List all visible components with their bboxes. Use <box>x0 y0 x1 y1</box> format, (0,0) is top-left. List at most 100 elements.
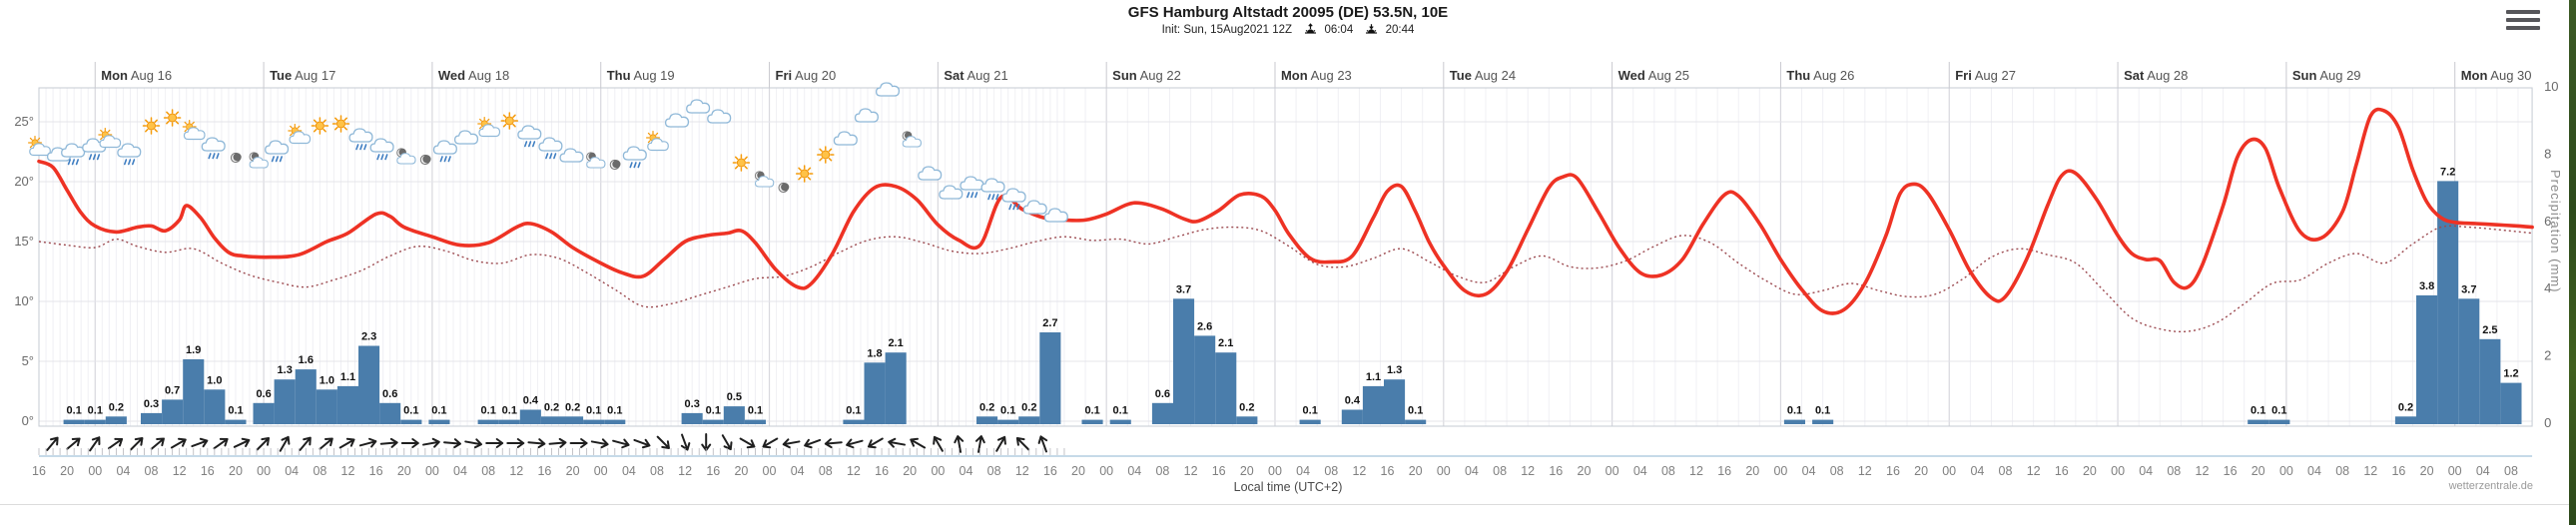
hour-tick-label: 08 <box>1999 464 2013 478</box>
temp-tick-label: 5° <box>22 353 34 368</box>
precip-tick-label: 10 <box>2544 79 2558 94</box>
precip-bar <box>2394 416 2416 424</box>
wind-arrow <box>191 437 209 448</box>
wind-arrow <box>358 437 377 448</box>
hour-tick-label: 04 <box>1970 464 1984 478</box>
wind-arrow <box>338 437 355 449</box>
day-label: Mon Aug 23 <box>1281 68 1352 83</box>
precip-value-label: 3.7 <box>1176 283 1191 295</box>
precip-bar <box>583 419 605 424</box>
hour-tick-label: 16 <box>1381 464 1395 478</box>
precip-bar <box>562 416 584 424</box>
precip-tick-label: 0 <box>2544 415 2551 430</box>
hour-tick-label: 00 <box>88 464 102 478</box>
precip-bar <box>864 362 886 424</box>
precip-value-label: 0.1 <box>1408 405 1423 417</box>
sun-icon <box>331 115 350 133</box>
precip-value-label: 0.2 <box>979 401 994 413</box>
precip-value-label: 2.5 <box>2482 324 2497 336</box>
cloud-icon <box>707 109 732 124</box>
cloud-icon <box>833 131 858 146</box>
precip-value-label: 0.6 <box>256 388 271 400</box>
sun-icon <box>163 109 182 127</box>
precip-bar <box>1384 379 1406 424</box>
hour-tick-label: 08 <box>1661 464 1675 478</box>
temp-tick-label: 20° <box>14 174 34 189</box>
hour-tick-label: 16 <box>537 464 551 478</box>
day-label: Tue Aug 17 <box>270 68 335 83</box>
sunset-time: 20:44 <box>1385 24 1415 36</box>
hour-tick-label: 04 <box>1127 464 1141 478</box>
precip-value-label: 0.1 <box>67 405 82 417</box>
precip-value-label: 1.3 <box>1387 364 1402 376</box>
x-axis-title: Local time (UTC+2) <box>1233 480 1343 494</box>
bottom-divider <box>0 504 2576 505</box>
temp-axis-labels: 25° 20° 15° 10° 5° 0° <box>14 114 34 428</box>
hour-tick-label: 12 <box>2196 464 2210 478</box>
precip-value-label: 0.4 <box>523 395 539 407</box>
day-label: Sun Aug 29 <box>2292 68 2361 83</box>
wind-arrow <box>824 438 843 449</box>
day-axis: Mon Aug 16 Tue Aug 17 Wed Aug 18 Thu Aug 19… <box>94 62 2532 88</box>
hour-tick-label: 12 <box>2363 464 2377 478</box>
day-label: Mon Aug 16 <box>101 68 172 83</box>
hour-tick-label: 08 <box>145 464 159 478</box>
suncloud-icon <box>98 127 122 149</box>
wind-arrow <box>633 438 651 449</box>
hour-tick-label: 00 <box>2448 464 2462 478</box>
hour-tick-label: 08 <box>819 464 833 478</box>
precip-value-label: 0.1 <box>1303 405 1318 417</box>
hour-tick-label: 20 <box>60 464 74 478</box>
precip-value-label: 3.7 <box>2461 283 2476 295</box>
precip-bar <box>843 419 865 424</box>
precip-value-label: 0.1 <box>1815 405 1830 417</box>
precip-value-label: 7.2 <box>2440 166 2455 178</box>
cloud-icon <box>854 108 879 123</box>
plot-border <box>38 87 2533 427</box>
chart-context-menu-button[interactable] <box>2506 10 2540 36</box>
cloud-icon <box>875 82 901 97</box>
mooncloud-icon <box>902 131 922 148</box>
raincloud-icon <box>622 146 647 169</box>
sunrise-icon <box>1305 23 1317 34</box>
precip-bar <box>428 419 450 424</box>
precip-bar <box>498 419 520 424</box>
hour-tick-label: 20 <box>1071 464 1085 478</box>
cloud-icon <box>686 99 711 114</box>
wind-arrow <box>319 437 333 450</box>
moon-icon <box>778 182 790 194</box>
hour-tick-label: 00 <box>931 464 945 478</box>
chart-subtitle: Init: Sun, 15Aug2021 12Z 06:04 20:44 <box>0 23 2576 36</box>
hour-tick-label: 00 <box>2279 464 2293 478</box>
precip-bar <box>1151 402 1173 424</box>
day-label: Sun Aug 22 <box>1112 68 1181 83</box>
wind-arrow <box>89 436 101 452</box>
hour-tick-label: 00 <box>594 464 608 478</box>
precip-bar <box>1299 419 1321 424</box>
day-label: Wed Aug 18 <box>438 68 509 83</box>
precip-value-label: 1.3 <box>278 364 293 376</box>
sun-icon <box>142 117 161 135</box>
raincloud-icon <box>517 125 542 148</box>
day-label: Thu Aug 19 <box>607 68 675 83</box>
precip-value-label: 2.1 <box>888 337 903 349</box>
precip-value-label: 2.3 <box>361 331 376 343</box>
precip-bar <box>274 379 296 424</box>
hour-tick-label: 04 <box>1633 464 1647 478</box>
hour-tick-label: 08 <box>481 464 495 478</box>
cloud-icon <box>939 185 964 200</box>
hour-tick-label: 00 <box>1942 464 1956 478</box>
suncloud-icon <box>27 135 51 157</box>
hour-tick-label: 16 <box>2224 464 2238 478</box>
precip-value-label: 0.2 <box>1239 401 1254 413</box>
precip-value-label: 0.4 <box>1345 395 1361 407</box>
precip-value-label: 1.2 <box>2503 368 2518 380</box>
dewpoint-curve <box>38 225 2533 333</box>
hour-tick-label: 04 <box>791 464 805 478</box>
precip-value-label: 0.1 <box>748 405 763 417</box>
temp-tick-label: 15° <box>14 234 34 249</box>
precip-bar <box>604 419 626 424</box>
precip-bar <box>105 416 127 424</box>
raincloud-icon <box>960 176 984 199</box>
